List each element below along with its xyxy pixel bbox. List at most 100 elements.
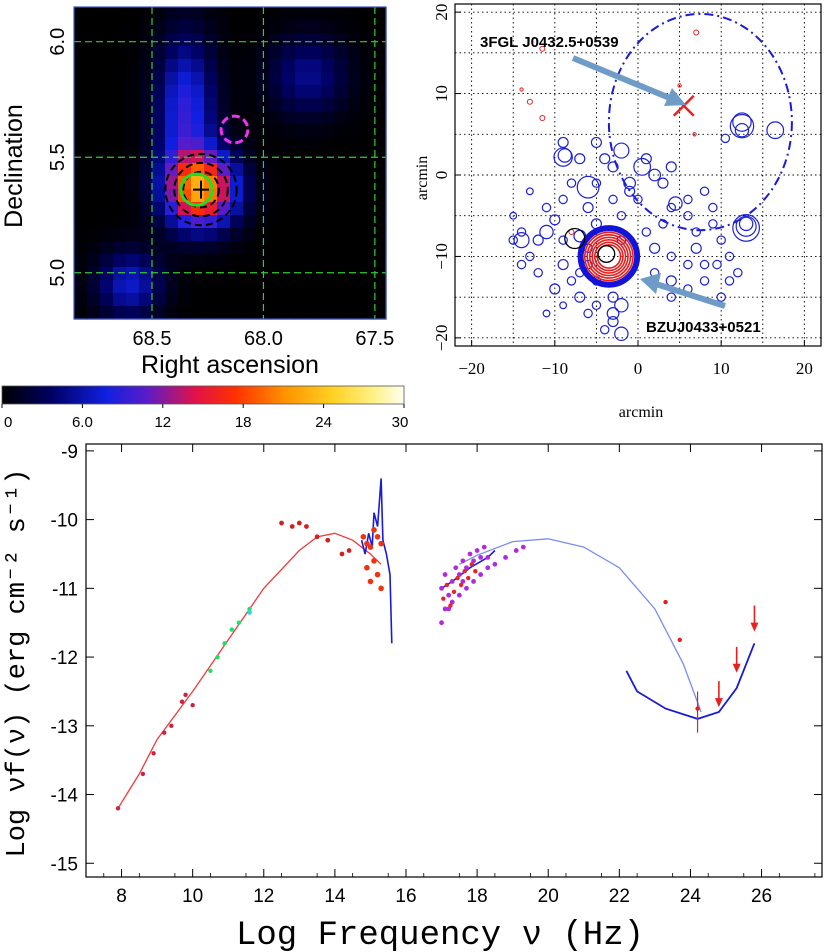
ts-map-pixel bbox=[243, 150, 257, 164]
ts-map-pixel bbox=[230, 176, 244, 190]
ts-map-pixel bbox=[152, 306, 166, 320]
blue-source-circle bbox=[666, 202, 677, 213]
ts-map-pixel bbox=[360, 267, 374, 281]
sed-ytick-label: -13 bbox=[51, 717, 78, 738]
blue-source-circle bbox=[683, 259, 693, 270]
blue-source-circle bbox=[591, 300, 602, 311]
ts-map-pixel bbox=[243, 254, 257, 268]
ts-map-pixel bbox=[139, 280, 153, 294]
ts-map-pixel bbox=[204, 72, 218, 86]
xray-data-point bbox=[456, 592, 462, 598]
ts-map-pixel bbox=[191, 46, 205, 60]
ts-map-pixel bbox=[282, 202, 296, 216]
ts-map-pixel bbox=[217, 33, 231, 47]
ts-map-pixel bbox=[269, 59, 283, 73]
ts-map-ticks: 68.5 68.0 67.5 5.0 5.5 6.0 bbox=[47, 28, 394, 350]
radio-data-point bbox=[162, 730, 167, 735]
ts-map-pixels bbox=[74, 7, 387, 320]
ts-map-xtick-label: 68.0 bbox=[244, 328, 283, 350]
source-map-panel: −20 −10 0 10 20 −20 −10 0 10 20 arcmin arcmin 3FG… bbox=[414, 3, 822, 421]
ts-map-pixel bbox=[113, 215, 127, 229]
ts-map-pixel bbox=[191, 137, 205, 151]
ts-map-pixel bbox=[347, 85, 361, 99]
blue-source-circle bbox=[733, 267, 743, 278]
ts-map-pixel bbox=[321, 254, 335, 268]
ts-map-pixel bbox=[191, 72, 205, 86]
ts-map-pixel bbox=[217, 46, 231, 60]
ts-map-pixel bbox=[308, 254, 322, 268]
ts-map-pixel bbox=[165, 59, 179, 73]
ts-map-pixel bbox=[204, 241, 218, 255]
ts-map-pixel bbox=[178, 241, 192, 255]
ts-map-pixel bbox=[113, 46, 127, 60]
ts-map-pixel bbox=[321, 215, 335, 229]
ts-map-pixel bbox=[230, 59, 244, 73]
ts-map-pixel bbox=[165, 98, 179, 112]
xray-data-point bbox=[481, 544, 487, 550]
ts-map-pixel bbox=[347, 189, 361, 203]
ts-map-pixel bbox=[100, 137, 114, 151]
ts-map-pixel bbox=[360, 228, 374, 242]
blue-source-circle bbox=[558, 235, 568, 245]
ts-map-pixel bbox=[113, 59, 127, 73]
magenta-dashed-circle bbox=[219, 114, 250, 145]
ts-map-pixel bbox=[308, 98, 322, 112]
ts-map-pixel bbox=[139, 306, 153, 320]
ts-map-pixel bbox=[139, 176, 153, 190]
red-source-circle bbox=[677, 83, 682, 88]
ts-map-pixel bbox=[217, 7, 231, 21]
blue-source-circle bbox=[699, 259, 710, 270]
ts-map-pixel bbox=[217, 85, 231, 99]
ts-map-pixel bbox=[373, 215, 387, 229]
sed-xlabel: Log Frequency ν (Hz) bbox=[236, 917, 644, 952]
ts-map-pixel bbox=[373, 228, 387, 242]
ts-map-pixel bbox=[152, 59, 166, 73]
ts-map-pixel bbox=[334, 241, 348, 255]
blazar-label: BZUJ0433+0521 bbox=[646, 319, 761, 336]
ts-map-pixel bbox=[230, 215, 244, 229]
ts-map-pixel bbox=[139, 98, 153, 112]
blue-source-circle bbox=[766, 121, 785, 140]
ts-map-pixel bbox=[373, 202, 387, 216]
optical-data-point bbox=[367, 544, 374, 550]
source-map-ytick-label: −10 bbox=[432, 243, 451, 270]
ts-map-pixel bbox=[191, 267, 205, 281]
ts-map-pixel bbox=[256, 215, 270, 229]
xray-data-point bbox=[449, 579, 455, 584]
ts-map-pixel bbox=[269, 7, 283, 21]
ts-map-pixel bbox=[126, 124, 140, 138]
ts-map-pixel bbox=[87, 46, 101, 60]
ts-map-pixel bbox=[373, 189, 387, 203]
ts-map-pixel bbox=[74, 137, 88, 151]
inverse-compton-model-curve bbox=[459, 538, 702, 713]
blue-source-circle bbox=[525, 251, 535, 262]
ts-map-pixel bbox=[230, 7, 244, 21]
ts-map-pixel bbox=[217, 176, 231, 190]
ts-map-pixel bbox=[100, 228, 114, 242]
ts-map-pixel bbox=[282, 215, 296, 229]
blue-source-circle bbox=[557, 148, 573, 163]
ts-map-pixel bbox=[308, 176, 322, 190]
ts-map-pixel bbox=[74, 98, 88, 112]
ts-map-pixel bbox=[152, 7, 166, 21]
synchrotron-model-curve bbox=[117, 532, 382, 809]
ts-map-pixel bbox=[74, 72, 88, 86]
ts-map-pixel bbox=[204, 7, 218, 21]
xray-data-point bbox=[474, 548, 480, 553]
xray-data-point bbox=[473, 568, 478, 574]
ts-contour-circle bbox=[173, 161, 229, 218]
ts-map-pixel bbox=[217, 280, 231, 294]
ts-map-pixel bbox=[74, 241, 88, 255]
ts-map-pixel bbox=[165, 20, 179, 34]
ts-map-pixel bbox=[100, 176, 114, 190]
ts-map-pixel bbox=[282, 254, 296, 268]
ts-map-pixel bbox=[100, 85, 114, 99]
ts-map-pixel bbox=[113, 202, 127, 216]
ts-map-pixel bbox=[373, 254, 387, 268]
red-source-circle bbox=[693, 29, 700, 36]
xray-data-point bbox=[462, 568, 467, 574]
ts-map-pixel bbox=[282, 59, 296, 73]
xray-data-point bbox=[464, 565, 469, 571]
blue-source-circle bbox=[668, 196, 683, 211]
